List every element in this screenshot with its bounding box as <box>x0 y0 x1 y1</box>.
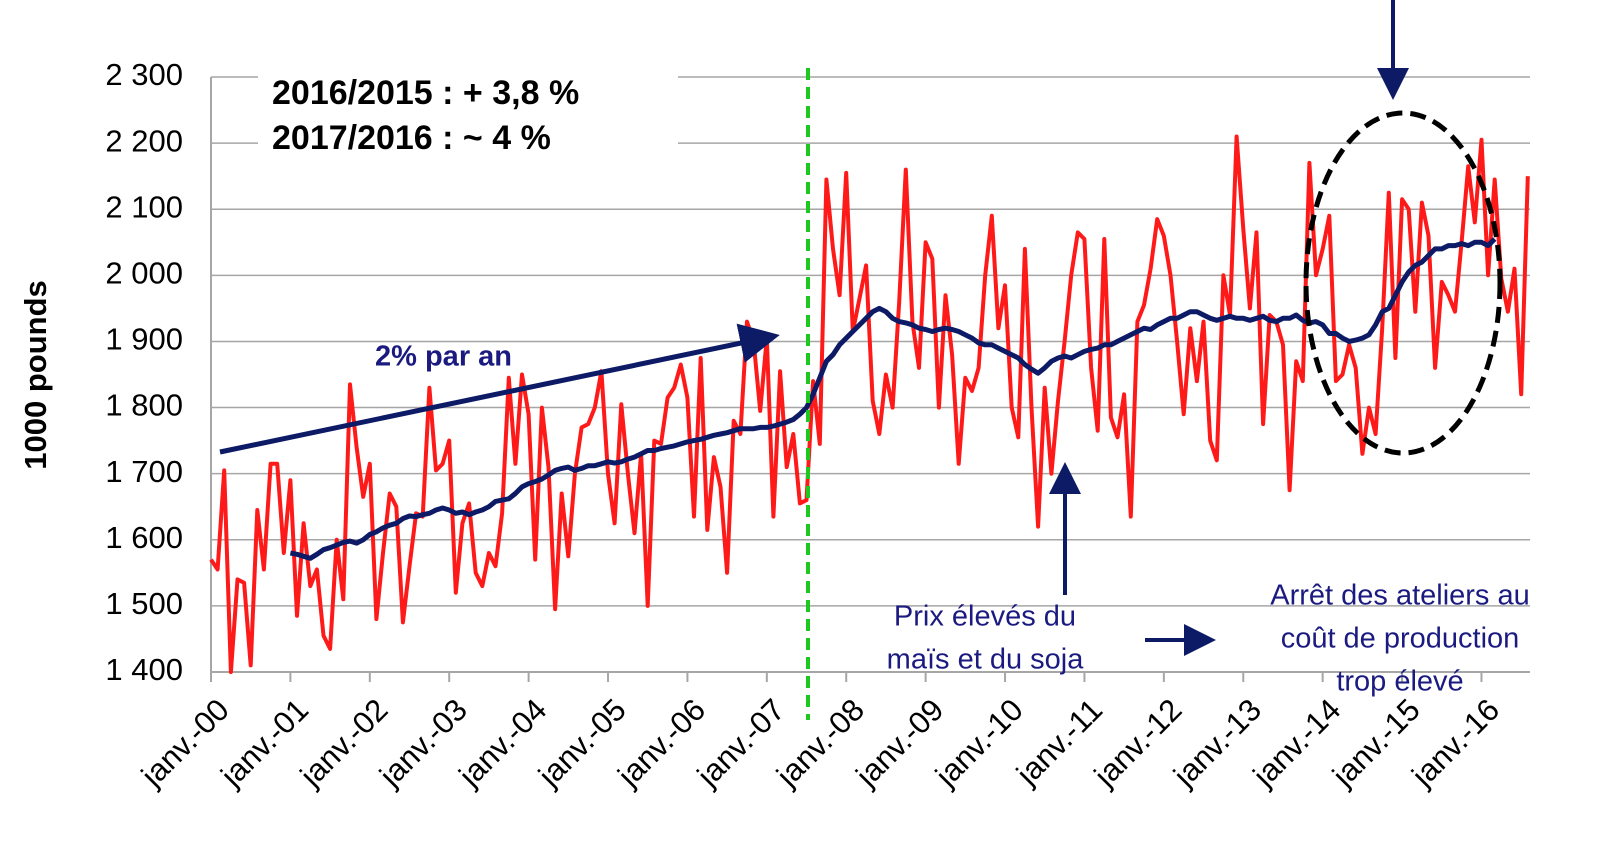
x-tick-label: janv.-00 <box>134 692 236 794</box>
x-tick-label: janv.-09 <box>849 692 951 794</box>
x-tick-label: janv.-16 <box>1404 692 1506 794</box>
x-tick-label: janv.-11 <box>1009 692 1109 792</box>
y-tick-label: 2 000 <box>105 256 183 291</box>
trend-arrow <box>219 323 780 455</box>
lines <box>209 134 1530 674</box>
annotation-bg <box>258 70 678 165</box>
y-tick-label: 2 200 <box>105 123 183 158</box>
x-tick-label: janv.-04 <box>452 692 554 794</box>
y-tick-label: 1 800 <box>105 388 183 423</box>
x-tick-label: janv.-03 <box>372 692 474 794</box>
y-tick-label: 1 600 <box>105 520 183 555</box>
x-tick-label: janv.-07 <box>690 692 792 794</box>
y-tick-label: 1 700 <box>105 454 183 489</box>
series-line <box>209 134 1530 674</box>
x-tick-label: janv.-05 <box>531 692 633 794</box>
annotation: coût de production <box>1281 623 1520 655</box>
annotation: maïs et du soja <box>887 644 1085 676</box>
y-tick-label: 1 900 <box>105 322 183 357</box>
x-tick-label: janv.-13 <box>1166 692 1268 794</box>
x-tick-label: janv.-12 <box>1087 692 1189 794</box>
y-tick-label: 2 300 <box>105 57 183 92</box>
y-tick-label: 2 100 <box>105 189 183 224</box>
series-line <box>289 237 1497 561</box>
x-tick-label: janv.-15 <box>1325 692 1427 794</box>
x-tick-label: janv.-02 <box>293 692 395 794</box>
x-tick-label: janv.-01 <box>213 692 315 794</box>
annotation: Prix élevés du <box>894 601 1076 633</box>
x-tick-label: janv.-14 <box>1246 692 1348 794</box>
x-tick-label: janv.-10 <box>928 692 1030 794</box>
annotation: 2016/2015 : + 3,8 % <box>272 74 579 112</box>
x-tick-label: janv.-06 <box>610 692 712 794</box>
annotation: trop élevé <box>1336 666 1463 698</box>
y-axis-label: 1000 pounds <box>18 280 53 470</box>
annotation: 2% par an <box>375 341 512 373</box>
annotation: 2017/2016 : ~ 4 % <box>272 119 551 157</box>
highlight-ellipse <box>1303 110 1503 456</box>
annotation: Arrêt des ateliers au <box>1270 580 1530 612</box>
y-tick-label: 1 400 <box>105 652 183 687</box>
y-tick-label: 1 500 <box>105 586 183 621</box>
x-tick-label: janv.-08 <box>769 692 871 794</box>
